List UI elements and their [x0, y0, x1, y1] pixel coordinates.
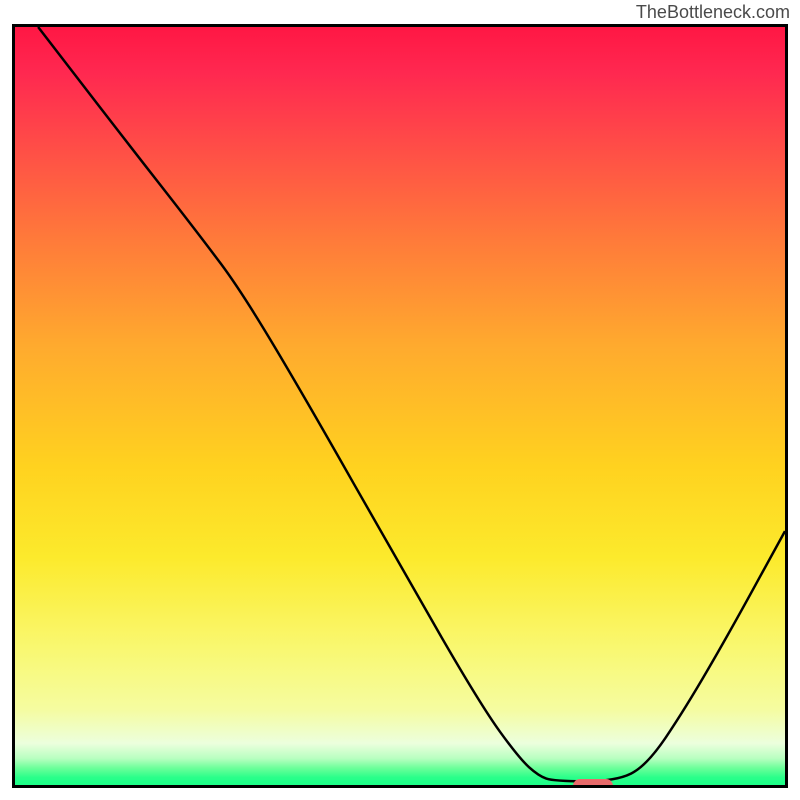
- optimal-marker: [573, 779, 613, 788]
- bottleneck-chart: [12, 24, 788, 788]
- watermark-text: TheBottleneck.com: [636, 2, 790, 23]
- bottleneck-curve: [15, 27, 785, 785]
